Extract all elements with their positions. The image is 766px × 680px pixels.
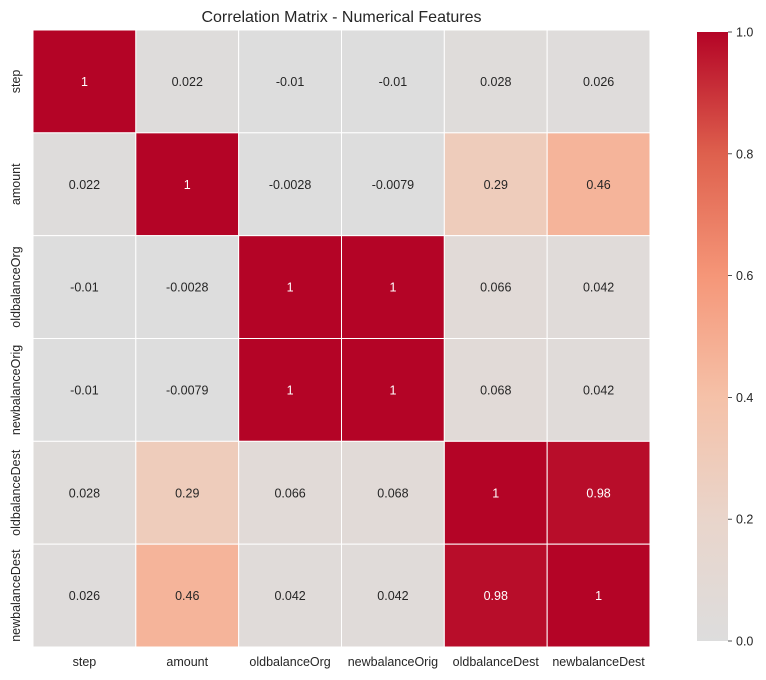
cell-value-label: -0.01	[70, 281, 99, 295]
y-tick-label: oldbalanceOrg	[9, 246, 23, 327]
cell-value-label: 0.026	[69, 589, 100, 603]
heatmap-cell-oldbalanceOrg-oldbalanceOrg	[238, 235, 343, 340]
heatmap-cell-newbalanceOrig-oldbalanceOrg	[238, 338, 343, 442]
x-tick-label: newbalanceDest	[552, 655, 645, 669]
heatmap-cell-amount-newbalanceOrig	[341, 132, 445, 237]
cell-value-label: 0.028	[69, 486, 100, 500]
heatmap-cell-newbalanceDest-oldbalanceDest	[443, 543, 548, 648]
colorbar-tick-label: 0.0	[736, 635, 753, 649]
cell-value-label: 1	[287, 383, 294, 397]
cell-value-label: 1	[81, 75, 88, 89]
cell-value-label: 0.068	[480, 383, 511, 397]
y-tick-label: step	[9, 70, 23, 94]
heatmap-cell-newbalanceDest-step	[32, 543, 137, 648]
cell-value-label: -0.0079	[372, 178, 414, 192]
cell-value-label: 0.022	[172, 75, 203, 89]
x-tick-label: oldbalanceDest	[453, 655, 540, 669]
heatmap-cell-amount-newbalanceDest	[546, 132, 651, 237]
cell-value-label: 0.026	[583, 75, 614, 89]
cell-value-label: -0.0028	[269, 178, 311, 192]
y-tick-label: newbalanceDest	[9, 549, 23, 642]
heatmap-cell-newbalanceOrig-amount	[135, 338, 240, 442]
cell-value-label: 0.042	[274, 589, 305, 603]
heatmap-cell-oldbalanceOrg-newbalanceDest	[546, 235, 651, 340]
cell-value-label: -0.01	[70, 383, 99, 397]
heatmap-cell-newbalanceOrig-newbalanceDest	[546, 338, 651, 442]
cell-value-label: 0.066	[274, 486, 305, 500]
colorbar	[697, 32, 728, 641]
heatmap-cell-amount-amount	[135, 132, 240, 237]
cell-value-label: 1	[184, 178, 191, 192]
colorbar-tick-label: 0.6	[736, 269, 753, 283]
colorbar-ticks: 0.0 0.2 0.4 0.6 0.8 1.0	[728, 26, 753, 649]
y-tick-label: oldbalanceDest	[9, 449, 23, 536]
heatmap-cell-step-oldbalanceDest	[443, 29, 548, 134]
cell-value-label: -0.01	[379, 75, 408, 89]
heatmap-cell-oldbalanceOrg-newbalanceOrig	[341, 235, 445, 340]
cell-value-label: -0.0028	[166, 281, 208, 295]
colorbar-tick-label: 1.0	[736, 26, 753, 40]
colorbar-tick-label: 0.8	[736, 147, 753, 161]
heatmap-cell-newbalanceOrig-step	[32, 338, 137, 442]
cell-value-label: 1	[595, 589, 602, 603]
cell-value-label: 1	[287, 281, 294, 295]
cell-value-label: 1	[389, 383, 396, 397]
y-tick-labels: step amount oldbalanceOrg newbalanceOrig old…	[9, 70, 23, 642]
heatmap-cell-step-newbalanceOrig	[341, 29, 445, 134]
chart-title: Correlation Matrix - Numerical Features	[201, 9, 481, 26]
heatmap-cell-step-step	[32, 29, 137, 134]
heatmap-cell-newbalanceDest-newbalanceDest	[546, 543, 651, 648]
heatmap-cell-step-amount	[135, 29, 240, 134]
cell-value-label: 0.46	[175, 589, 199, 603]
y-tick-label: amount	[9, 163, 23, 205]
heatmap-cell-oldbalanceDest-oldbalanceOrg	[238, 440, 343, 545]
cell-value-label: 0.98	[484, 589, 508, 603]
colorbar-tick-label: 0.2	[736, 513, 753, 527]
cell-value-label: 0.29	[175, 486, 199, 500]
colorbar-tick-label: 0.4	[736, 391, 753, 405]
heatmap-cell-newbalanceOrig-oldbalanceDest	[443, 338, 548, 442]
x-tick-label: step	[73, 655, 97, 669]
cell-value-label: -0.01	[276, 75, 305, 89]
heatmap-cell-oldbalanceDest-step	[32, 440, 137, 545]
x-tick-label: amount	[166, 655, 208, 669]
heatmap-cell-oldbalanceDest-newbalanceOrig	[341, 440, 445, 545]
cell-value-label: 0.042	[377, 589, 408, 603]
cell-value-label: 0.068	[377, 486, 408, 500]
heatmap-cells: 1 0.022 -0.01 -0.01 0.028 0.026 0.022 1 -0.0028 -…	[32, 29, 651, 648]
heatmap-cell-oldbalanceDest-newbalanceDest	[546, 440, 651, 545]
heatmap-cell-newbalanceDest-newbalanceOrig	[341, 543, 445, 648]
cell-value-label: 0.29	[484, 178, 508, 192]
cell-value-label: 1	[389, 281, 396, 295]
cell-value-label: 1	[492, 486, 499, 500]
heatmap-cell-step-newbalanceDest	[546, 29, 651, 134]
heatmap-cell-oldbalanceOrg-oldbalanceDest	[443, 235, 548, 340]
cell-value-label: 0.066	[480, 281, 511, 295]
cell-value-label: 0.46	[586, 178, 610, 192]
x-tick-labels: step amount oldbalanceOrg newbalanceOrig old…	[73, 655, 646, 669]
heatmap-cell-step-oldbalanceOrg	[238, 29, 343, 134]
cell-value-label: 0.98	[586, 486, 610, 500]
heatmap-cell-oldbalanceOrg-step	[32, 235, 137, 340]
heatmap-cell-oldbalanceOrg-amount	[135, 235, 240, 340]
cell-value-label: 0.028	[480, 75, 511, 89]
heatmap-cell-newbalanceOrig-newbalanceOrig	[341, 338, 445, 442]
cell-value-label: -0.0079	[166, 383, 208, 397]
y-tick-label: newbalanceOrig	[9, 345, 23, 435]
heatmap-cell-oldbalanceDest-oldbalanceDest	[443, 440, 548, 545]
cell-value-label: 0.022	[69, 178, 100, 192]
x-tick-label: newbalanceOrig	[348, 655, 438, 669]
cell-value-label: 0.042	[583, 383, 614, 397]
x-tick-label: oldbalanceOrg	[249, 655, 330, 669]
cell-value-label: 0.042	[583, 281, 614, 295]
